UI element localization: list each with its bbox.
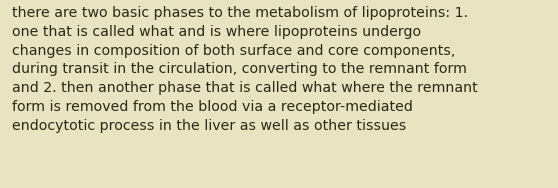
Text: there are two basic phases to the metabolism of lipoproteins: 1.
one that is cal: there are two basic phases to the metabo… [12,6,478,133]
